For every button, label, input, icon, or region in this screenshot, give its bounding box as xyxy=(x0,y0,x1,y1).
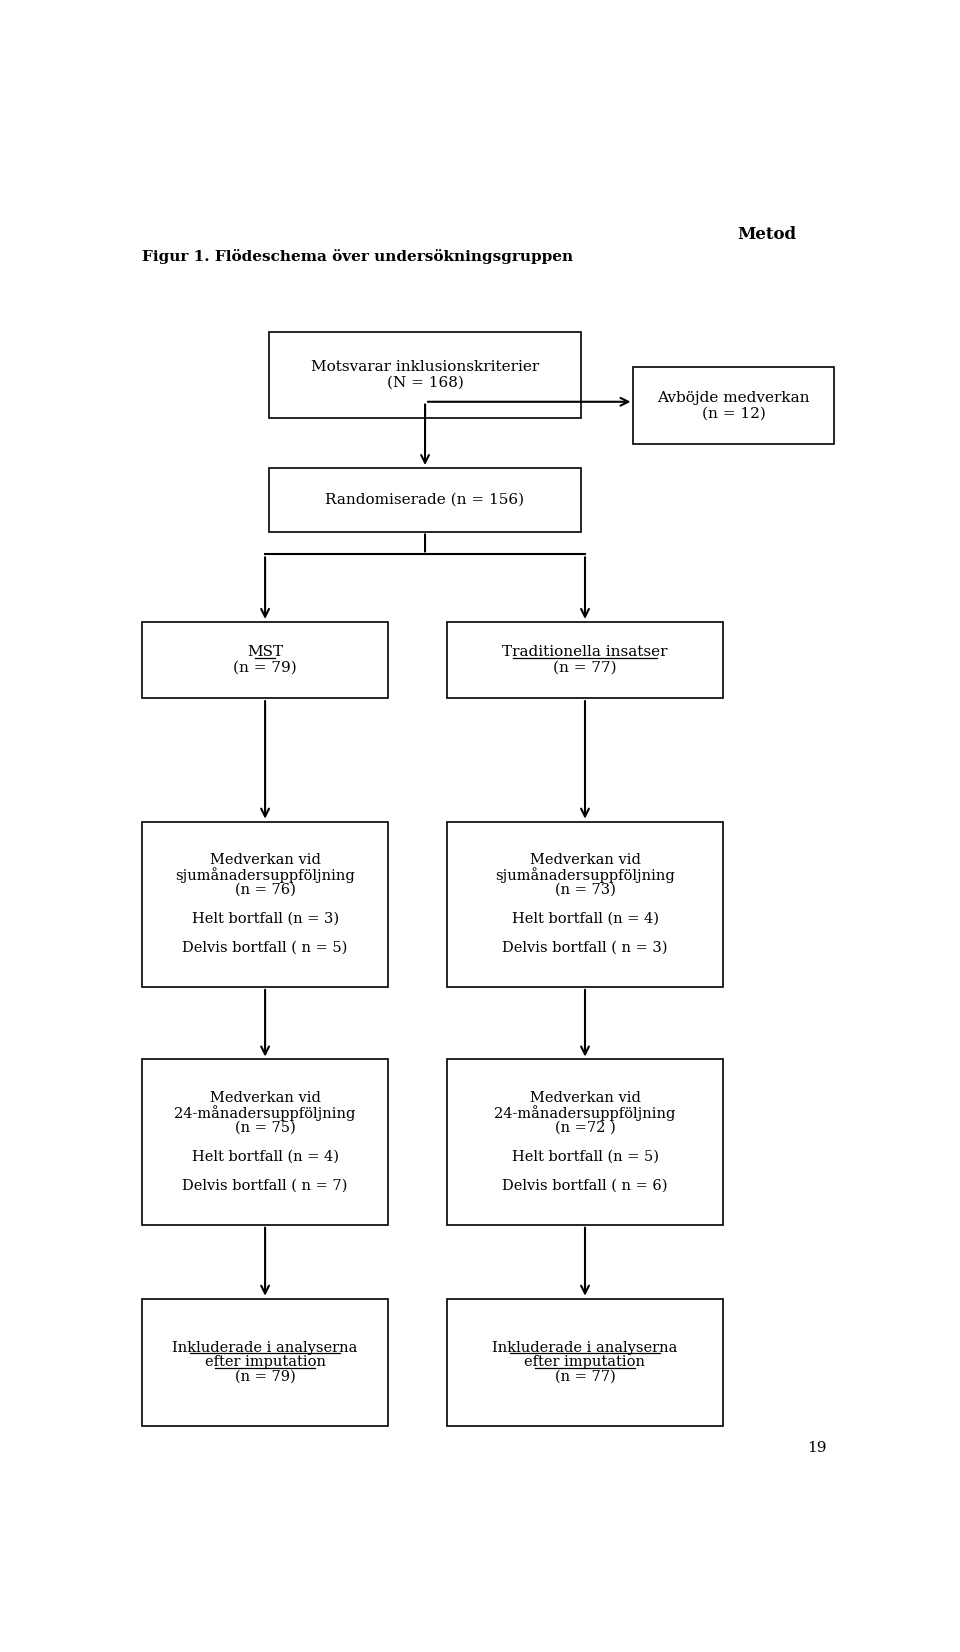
Bar xyxy=(142,1059,388,1224)
Bar xyxy=(142,1298,388,1426)
Text: (N = 168): (N = 168) xyxy=(387,375,464,390)
Text: Medverkan vid: Medverkan vid xyxy=(530,1092,640,1105)
Text: (n = 12): (n = 12) xyxy=(702,406,766,420)
Text: Helt bortfall (n = 5): Helt bortfall (n = 5) xyxy=(512,1150,659,1163)
Text: Delvis bortfall ( n = 7): Delvis bortfall ( n = 7) xyxy=(182,1180,348,1193)
Text: sjumånadersuppföljning: sjumånadersuppföljning xyxy=(176,867,355,882)
Text: Medverkan vid: Medverkan vid xyxy=(530,854,640,867)
Text: Inkluderade i analyserna: Inkluderade i analyserna xyxy=(173,1340,358,1355)
Text: Metod: Metod xyxy=(737,226,797,243)
Text: (n =72 ): (n =72 ) xyxy=(555,1120,615,1135)
Text: 24-månadersuppföljning: 24-månadersuppföljning xyxy=(175,1105,356,1120)
Bar xyxy=(447,1059,723,1224)
Text: Delvis bortfall ( n = 3): Delvis bortfall ( n = 3) xyxy=(502,942,668,955)
Text: Medverkan vid: Medverkan vid xyxy=(209,1092,321,1105)
Text: (n = 79): (n = 79) xyxy=(233,661,297,674)
Text: Medverkan vid: Medverkan vid xyxy=(209,854,321,867)
Text: (n = 79): (n = 79) xyxy=(234,1370,296,1384)
Text: efter imputation: efter imputation xyxy=(524,1355,645,1370)
Text: (n = 77): (n = 77) xyxy=(555,1370,615,1384)
Bar xyxy=(447,821,723,986)
Text: 19: 19 xyxy=(807,1441,827,1455)
Bar xyxy=(634,367,834,444)
Text: sjumånadersuppföljning: sjumånadersuppföljning xyxy=(495,867,675,882)
Text: Avböjde medverkan: Avböjde medverkan xyxy=(658,392,810,405)
Text: (n = 76): (n = 76) xyxy=(234,882,296,897)
Text: (n = 73): (n = 73) xyxy=(555,882,615,897)
Text: Delvis bortfall ( n = 5): Delvis bortfall ( n = 5) xyxy=(182,942,348,955)
Bar xyxy=(447,1298,723,1426)
Text: Helt bortfall (n = 3): Helt bortfall (n = 3) xyxy=(191,912,339,925)
Bar xyxy=(447,621,723,699)
Text: Helt bortfall (n = 4): Helt bortfall (n = 4) xyxy=(512,912,659,925)
Text: Inkluderade i analyserna: Inkluderade i analyserna xyxy=(492,1340,678,1355)
Text: Delvis bortfall ( n = 6): Delvis bortfall ( n = 6) xyxy=(502,1180,668,1193)
Text: Traditionella insatser: Traditionella insatser xyxy=(502,646,668,659)
Text: Randomiserade (n = 156): Randomiserade (n = 156) xyxy=(325,492,524,507)
Bar xyxy=(142,821,388,986)
Bar xyxy=(269,332,581,418)
Text: Helt bortfall (n = 4): Helt bortfall (n = 4) xyxy=(192,1150,339,1163)
Text: Motsvarar inklusionskriterier: Motsvarar inklusionskriterier xyxy=(311,360,540,375)
Text: (n = 75): (n = 75) xyxy=(234,1120,296,1135)
Bar xyxy=(142,621,388,699)
Text: efter imputation: efter imputation xyxy=(204,1355,325,1370)
Bar xyxy=(269,468,581,532)
Text: (n = 77): (n = 77) xyxy=(553,661,617,674)
Text: Figur 1. Flödeschema över undersökningsgruppen: Figur 1. Flödeschema över undersökningsg… xyxy=(142,249,573,264)
Text: 24-månadersuppföljning: 24-månadersuppföljning xyxy=(494,1105,676,1120)
Text: MST: MST xyxy=(247,646,283,659)
